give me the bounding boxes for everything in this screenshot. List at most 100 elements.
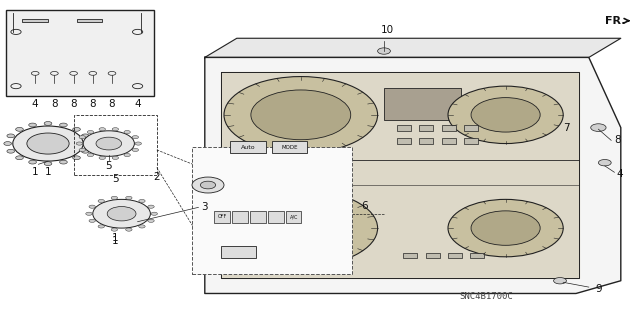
Bar: [464, 125, 478, 131]
Bar: [192, 147, 352, 274]
Circle shape: [132, 136, 138, 139]
Circle shape: [471, 98, 540, 132]
Text: A/C: A/C: [289, 214, 298, 219]
Bar: [214, 211, 230, 223]
Circle shape: [98, 199, 104, 203]
Circle shape: [151, 212, 157, 215]
Text: 5: 5: [106, 161, 112, 171]
Bar: [74, 115, 157, 175]
Bar: [221, 246, 256, 258]
Bar: [268, 211, 284, 223]
Text: MODE: MODE: [282, 145, 298, 150]
Circle shape: [79, 148, 86, 152]
Text: 4: 4: [616, 169, 623, 179]
Text: 8: 8: [70, 99, 77, 109]
Circle shape: [251, 203, 351, 253]
Circle shape: [29, 160, 36, 164]
Circle shape: [89, 219, 95, 222]
Circle shape: [27, 133, 69, 154]
Circle shape: [73, 156, 81, 160]
Circle shape: [598, 160, 611, 166]
Bar: [419, 125, 433, 131]
Circle shape: [192, 177, 224, 193]
Circle shape: [448, 86, 563, 144]
Circle shape: [99, 156, 106, 160]
Text: 6: 6: [362, 201, 368, 211]
Bar: [448, 253, 462, 258]
Circle shape: [554, 278, 566, 284]
Text: SNC4B1700C: SNC4B1700C: [460, 293, 513, 301]
Text: 10: 10: [381, 25, 394, 35]
Circle shape: [124, 130, 131, 134]
Text: 8: 8: [51, 99, 58, 109]
Circle shape: [89, 205, 95, 208]
Circle shape: [139, 199, 145, 203]
Text: 4: 4: [32, 99, 38, 109]
Circle shape: [7, 134, 15, 138]
Text: 1: 1: [45, 167, 51, 177]
Circle shape: [15, 156, 23, 160]
Text: 1: 1: [112, 236, 118, 246]
Circle shape: [200, 181, 216, 189]
Text: 1: 1: [112, 233, 118, 243]
Bar: [384, 88, 461, 120]
Text: 2: 2: [154, 172, 160, 182]
Text: 8: 8: [90, 99, 96, 109]
Circle shape: [44, 122, 52, 125]
Bar: [250, 211, 266, 223]
Circle shape: [448, 199, 563, 257]
Text: Auto: Auto: [241, 145, 255, 150]
Text: 3: 3: [202, 202, 208, 212]
Text: 1: 1: [32, 167, 38, 177]
Text: 8: 8: [614, 135, 621, 145]
Circle shape: [60, 160, 67, 164]
Circle shape: [107, 207, 136, 221]
Circle shape: [87, 130, 93, 134]
Circle shape: [98, 225, 104, 228]
Circle shape: [112, 156, 118, 160]
Bar: [230, 141, 266, 153]
Circle shape: [81, 134, 89, 138]
Circle shape: [44, 162, 52, 166]
Circle shape: [93, 199, 150, 228]
Circle shape: [132, 148, 138, 152]
Text: 9: 9: [595, 284, 602, 294]
Circle shape: [87, 153, 93, 157]
Circle shape: [29, 123, 36, 127]
Bar: [397, 138, 411, 144]
Text: 8: 8: [109, 99, 115, 109]
Polygon shape: [205, 57, 621, 293]
Circle shape: [84, 142, 92, 145]
Bar: [286, 211, 301, 223]
Circle shape: [60, 123, 67, 127]
Circle shape: [139, 225, 145, 228]
Circle shape: [7, 149, 15, 153]
Text: FR.: FR.: [605, 16, 629, 26]
Circle shape: [73, 127, 81, 131]
Bar: [22, 19, 48, 22]
Circle shape: [148, 219, 154, 222]
Bar: [470, 253, 484, 258]
Circle shape: [4, 142, 12, 145]
Circle shape: [83, 131, 134, 156]
Bar: [442, 125, 456, 131]
Circle shape: [111, 196, 118, 199]
Circle shape: [13, 126, 83, 161]
Circle shape: [79, 136, 86, 139]
Polygon shape: [205, 38, 621, 57]
Circle shape: [86, 212, 92, 215]
Circle shape: [224, 190, 378, 266]
Circle shape: [125, 196, 132, 199]
Text: 3: 3: [192, 201, 198, 211]
Bar: [419, 138, 433, 144]
Circle shape: [471, 211, 540, 245]
Circle shape: [15, 127, 23, 131]
Text: 7: 7: [563, 122, 570, 133]
Text: 5: 5: [112, 174, 118, 184]
Text: OFF: OFF: [218, 214, 227, 219]
Bar: [403, 253, 417, 258]
Circle shape: [148, 205, 154, 208]
Circle shape: [224, 77, 378, 153]
Circle shape: [135, 142, 141, 145]
Circle shape: [124, 153, 131, 157]
